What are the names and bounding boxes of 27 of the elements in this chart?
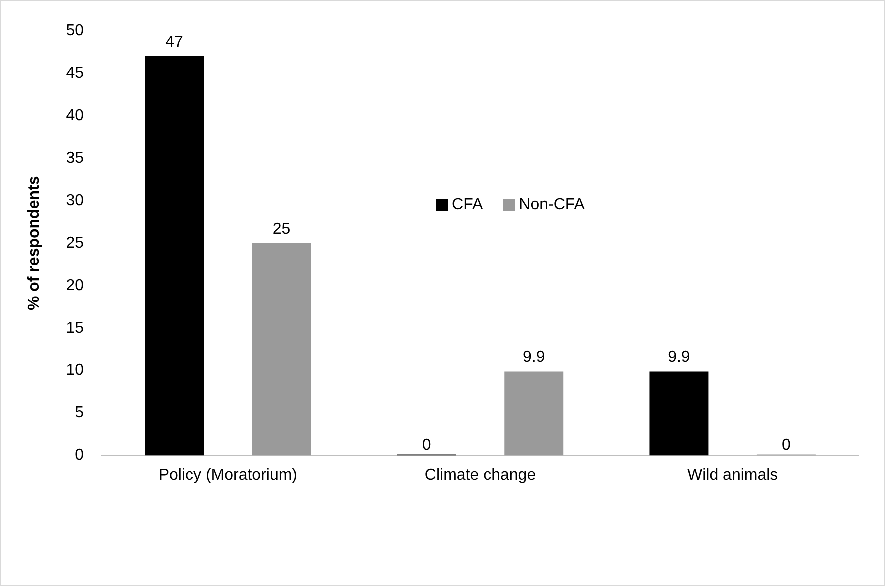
y-tick-label: 0 xyxy=(75,447,84,464)
data-label: 9.9 xyxy=(668,349,690,366)
y-tick-label: 25 xyxy=(66,234,84,252)
bar xyxy=(252,243,312,456)
x-tick-label: Policy (Moratorium) xyxy=(158,466,298,484)
data-label: 0 xyxy=(782,437,791,454)
data-label: 47 xyxy=(166,34,184,51)
y-tick-label: 50 xyxy=(66,22,84,40)
legend-label: Non-CFA xyxy=(519,196,586,214)
bar xyxy=(145,56,204,456)
y-tick-label: 5 xyxy=(75,404,84,422)
y-tick-label: 45 xyxy=(66,64,84,82)
bar xyxy=(650,372,709,456)
y-tick-label: 15 xyxy=(66,320,84,337)
y-tick-label: 40 xyxy=(66,107,84,124)
x-tick-label: Climate change xyxy=(424,466,536,484)
data-label: 9.9 xyxy=(522,349,546,366)
legend-label: CFA xyxy=(452,196,484,214)
y-axis-title: % of respondents xyxy=(26,176,44,311)
x-tick-label: Wild animals xyxy=(687,466,778,484)
data-label: 25 xyxy=(272,220,291,238)
bar xyxy=(504,372,564,456)
y-tick-label: 35 xyxy=(66,150,84,167)
y-tick-label: 30 xyxy=(66,192,84,210)
y-tick-label: 20 xyxy=(66,277,84,294)
data-label: 0 xyxy=(422,437,432,454)
y-tick-label: 10 xyxy=(66,362,84,380)
